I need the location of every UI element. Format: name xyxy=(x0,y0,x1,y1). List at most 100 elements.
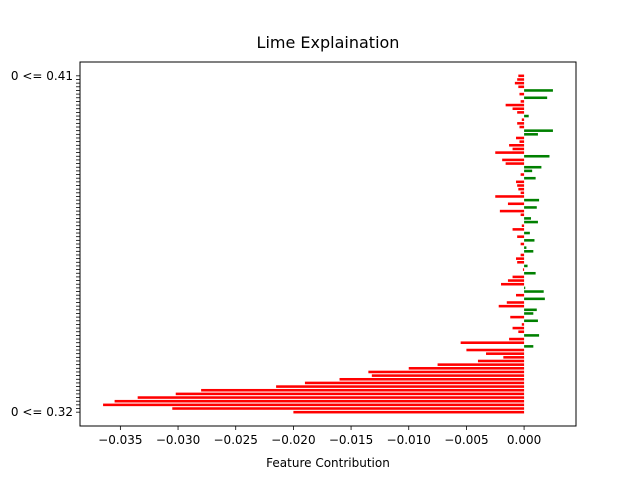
bar xyxy=(524,217,532,220)
bar xyxy=(524,176,536,180)
x-tick-label: −0.015 xyxy=(329,433,373,447)
x-tick-label: −0.005 xyxy=(444,433,488,447)
bar xyxy=(524,297,545,301)
bar xyxy=(524,250,534,253)
bar xyxy=(368,370,525,374)
bar xyxy=(524,129,553,132)
bar xyxy=(505,162,525,165)
bars-group xyxy=(103,74,553,414)
y-tick-label-bottom: 0 <= 0.32 xyxy=(11,405,73,419)
bar xyxy=(510,315,525,319)
bar xyxy=(175,392,525,396)
bar xyxy=(524,169,533,173)
bar xyxy=(517,184,525,187)
bar xyxy=(304,381,525,385)
bar xyxy=(518,330,525,334)
bar xyxy=(521,323,525,326)
bar xyxy=(507,202,525,206)
bar xyxy=(524,206,537,209)
bar xyxy=(503,356,525,359)
bar xyxy=(499,209,525,213)
y-tick-label-top: 0 <= 0.41 xyxy=(11,69,73,83)
bar xyxy=(524,319,538,323)
bar xyxy=(408,367,525,370)
bar xyxy=(339,377,525,381)
bar xyxy=(520,191,525,195)
bar xyxy=(512,147,525,151)
bar xyxy=(524,290,544,293)
bar xyxy=(501,282,525,286)
x-tick-label: −0.020 xyxy=(271,433,315,447)
bar xyxy=(524,165,542,169)
bar xyxy=(517,122,525,125)
bar xyxy=(520,242,525,246)
bar xyxy=(505,103,525,107)
bar xyxy=(477,359,525,363)
bar xyxy=(495,195,525,198)
bar xyxy=(524,89,553,92)
bar xyxy=(486,352,525,355)
bar xyxy=(520,253,525,257)
bar xyxy=(509,337,525,341)
bar xyxy=(524,154,550,158)
x-tick-label: −0.010 xyxy=(387,433,431,447)
bar xyxy=(519,125,525,129)
bar xyxy=(201,388,525,392)
bar xyxy=(520,100,525,103)
bar xyxy=(521,224,525,227)
bar xyxy=(524,312,534,315)
bar xyxy=(519,92,525,96)
bar xyxy=(518,187,525,191)
x-axis-label: Feature Contribution xyxy=(266,456,390,470)
x-tick-label: −0.025 xyxy=(214,433,258,447)
bar xyxy=(520,213,525,217)
bar xyxy=(517,261,525,264)
x-tick-label: −0.035 xyxy=(98,433,142,447)
bar xyxy=(517,235,525,238)
bar xyxy=(524,114,529,118)
bar xyxy=(524,239,535,242)
bar xyxy=(512,107,525,111)
bar xyxy=(524,220,538,224)
bar xyxy=(437,363,525,366)
bar xyxy=(517,78,525,81)
bar xyxy=(514,81,525,85)
bar xyxy=(516,180,525,184)
x-tick-label: 0.000 xyxy=(507,433,541,447)
bar xyxy=(103,403,525,407)
bar xyxy=(512,326,525,330)
bar xyxy=(524,246,527,249)
plot-frame xyxy=(79,61,577,427)
bar xyxy=(509,144,525,147)
bar xyxy=(466,348,525,352)
y-ticks-group xyxy=(76,75,80,413)
bar xyxy=(518,74,525,78)
bar xyxy=(506,301,525,304)
bar xyxy=(512,275,525,279)
bar xyxy=(371,374,525,377)
bar xyxy=(518,85,525,89)
bar xyxy=(498,304,525,308)
bar xyxy=(522,268,525,271)
bar xyxy=(293,410,525,414)
bar xyxy=(524,96,548,100)
bar xyxy=(516,257,525,260)
bar xyxy=(519,140,525,143)
bar xyxy=(524,198,540,202)
bar xyxy=(137,396,525,399)
bar xyxy=(524,271,536,275)
bar xyxy=(460,341,525,344)
x-ticks-group: −0.035 −0.030 −0.025 −0.020 −0.015 −0.010 −0.0… xyxy=(98,426,541,447)
bar xyxy=(517,111,525,114)
bar xyxy=(516,136,525,140)
bar xyxy=(507,279,525,282)
bar xyxy=(524,308,537,312)
bar xyxy=(495,151,525,154)
bar xyxy=(512,228,525,231)
bar xyxy=(114,399,525,403)
bar xyxy=(524,334,540,337)
bar xyxy=(502,158,525,162)
bar xyxy=(524,286,526,290)
bar xyxy=(524,133,538,136)
